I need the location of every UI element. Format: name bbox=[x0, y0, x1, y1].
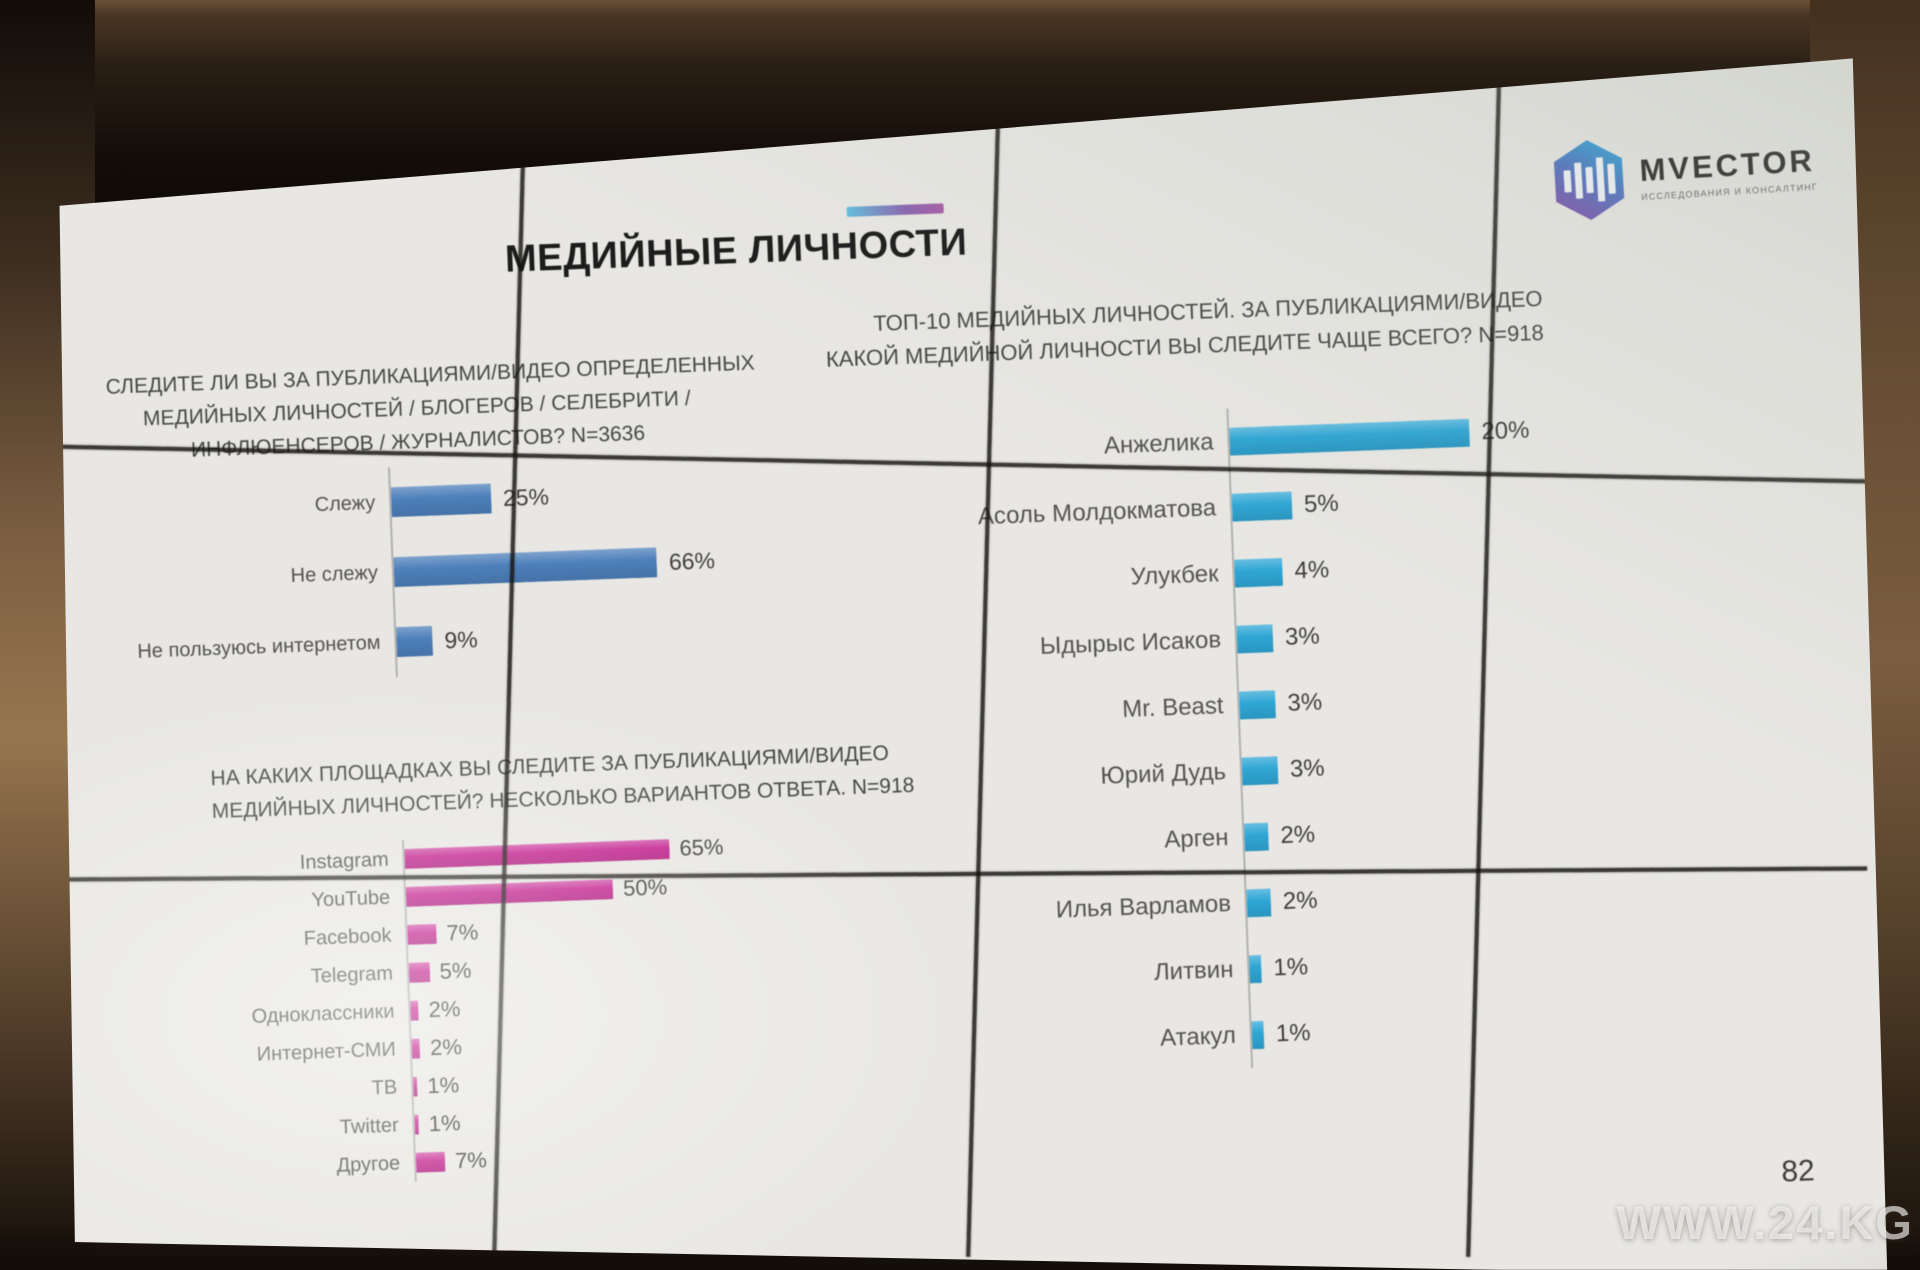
category-label: ТВ bbox=[371, 1075, 398, 1099]
value-label: 50% bbox=[622, 874, 668, 901]
bar-area: 3% bbox=[1238, 726, 1568, 805]
category-label: Twitter bbox=[339, 1113, 400, 1139]
value-label: 2% bbox=[429, 1033, 463, 1061]
bar-area: 3% bbox=[1236, 660, 1565, 739]
value-label: 5% bbox=[439, 957, 472, 984]
bar-area: 25% bbox=[387, 454, 732, 538]
bar bbox=[411, 1038, 421, 1059]
category-label: Илья Варламов bbox=[1055, 890, 1232, 924]
value-label: 1% bbox=[426, 1072, 460, 1099]
value-label: 3% bbox=[1284, 622, 1321, 651]
bar-area: 9% bbox=[393, 594, 737, 678]
bar bbox=[1229, 418, 1470, 456]
bar bbox=[410, 1000, 420, 1021]
title-accent-bar bbox=[846, 203, 944, 217]
category-label: Улукбек bbox=[1130, 560, 1220, 591]
bar bbox=[1241, 756, 1279, 786]
bar bbox=[405, 879, 614, 907]
news-site-watermark: WWW.24.KG bbox=[1616, 1196, 1914, 1249]
value-label: 2% bbox=[1282, 886, 1319, 916]
value-label: 66% bbox=[668, 546, 716, 575]
value-label: 9% bbox=[443, 625, 479, 653]
bar bbox=[1243, 822, 1269, 852]
bar bbox=[393, 547, 658, 588]
chart-follow-media-personalities: СЛЕДИТЕ ЛИ ВЫ ЗА ПУБЛИКАЦИЯМИ/ВИДЕО ОПРЕ… bbox=[105, 348, 755, 688]
bar-area: 1% bbox=[1248, 990, 1577, 1069]
value-label: 2% bbox=[1279, 820, 1316, 850]
chart-rows: Слежу 25% Не слежу 66% Не пользуюсь интернет… bbox=[109, 454, 737, 688]
chart-question: ТОП-10 МЕДИЙНЫХ ЛИЧНОСТЕЙ. ЗА ПУБЛИКАЦИЯ… bbox=[788, 282, 1550, 378]
value-label: 4% bbox=[1293, 556, 1330, 585]
category-label: Telegram bbox=[310, 962, 394, 988]
category-label: Слежу bbox=[314, 491, 376, 516]
mvector-logo-text: MVECTOR ИССЛЕДОВАНИЯ И КОНСАЛТИНГ bbox=[1639, 142, 1819, 201]
bar bbox=[1231, 491, 1293, 522]
mvector-logo: MVECTOR ИССЛЕДОВАНИЯ И КОНСАЛТИНГ bbox=[1550, 127, 1819, 222]
bar bbox=[1248, 954, 1262, 984]
bar bbox=[1251, 1020, 1265, 1050]
value-label: 1% bbox=[1272, 953, 1309, 982]
value-label: 1% bbox=[428, 1110, 462, 1137]
bar bbox=[412, 1076, 418, 1097]
value-label: 3% bbox=[1286, 688, 1323, 717]
bar bbox=[1236, 624, 1274, 654]
bar-area: 20% bbox=[1226, 396, 1555, 475]
value-label: 2% bbox=[428, 995, 461, 1023]
value-label: 1% bbox=[1275, 1019, 1312, 1048]
bar bbox=[1246, 888, 1272, 918]
chart-rows: Instagram 65% YouTube 50% Facebook 7% Telegram… bbox=[123, 828, 736, 1192]
bar-area: 3% bbox=[1233, 594, 1563, 673]
category-label: Не слежу bbox=[290, 561, 379, 587]
bar bbox=[390, 483, 492, 518]
category-label: Mr. Beast bbox=[1121, 692, 1225, 723]
bar-area: 2% bbox=[1241, 792, 1570, 871]
bar bbox=[1238, 690, 1277, 720]
category-label: Юрий Дудь bbox=[1099, 758, 1227, 790]
value-label: 7% bbox=[446, 919, 479, 946]
bar-area: 4% bbox=[1231, 528, 1560, 607]
bar bbox=[1234, 557, 1284, 588]
chart-rows: Анжелика 20% Асоль Молдокматова 5% Улукбек 4%… bbox=[793, 396, 1577, 1085]
bar-area: 66% bbox=[390, 524, 734, 608]
bar bbox=[414, 1114, 420, 1135]
logo-brand: MVECTOR bbox=[1638, 142, 1816, 188]
bar bbox=[407, 923, 437, 945]
slide-title: МЕДИЙНЫЕ ЛИЧНОСТИ bbox=[504, 221, 968, 281]
category-label: Асоль Молдокматова bbox=[977, 494, 1217, 531]
value-label: 3% bbox=[1289, 754, 1326, 783]
category-label: Ыдырыс Исаков bbox=[1039, 626, 1222, 660]
value-label: 7% bbox=[454, 1147, 488, 1174]
value-label: 25% bbox=[502, 482, 550, 511]
category-label: Литвин bbox=[1153, 955, 1234, 986]
mvector-logo-icon bbox=[1550, 138, 1629, 222]
bar bbox=[395, 625, 433, 658]
bar bbox=[415, 1151, 446, 1173]
category-label: Не пользуюсь интернетом bbox=[136, 631, 381, 663]
chart-top10-personalities: ТОП-10 МЕДИЙНЫХ ЛИЧНОСТЕЙ. ЗА ПУБЛИКАЦИЯ… bbox=[788, 282, 1577, 1085]
chart-question: НА КАКИХ ПЛОЩАДКАХ ВЫ СЛЕДИТЕ ЗА ПУБЛИКА… bbox=[120, 738, 915, 832]
category-label: YouTube bbox=[311, 886, 391, 911]
value-label: 65% bbox=[678, 834, 724, 861]
category-label: Атакул bbox=[1159, 1021, 1237, 1052]
category-label: Одноклассники bbox=[251, 999, 395, 1028]
value-label: 5% bbox=[1303, 489, 1340, 518]
category-label: Интернет-СМИ bbox=[256, 1037, 397, 1066]
page-number: 82 bbox=[1780, 1154, 1816, 1189]
bar bbox=[408, 962, 431, 983]
category-label: Facebook bbox=[303, 924, 392, 950]
bar-area: 1% bbox=[1246, 924, 1575, 1003]
bar bbox=[404, 839, 670, 869]
category-label: Другое bbox=[336, 1151, 401, 1177]
category-label: Арген bbox=[1163, 824, 1229, 854]
